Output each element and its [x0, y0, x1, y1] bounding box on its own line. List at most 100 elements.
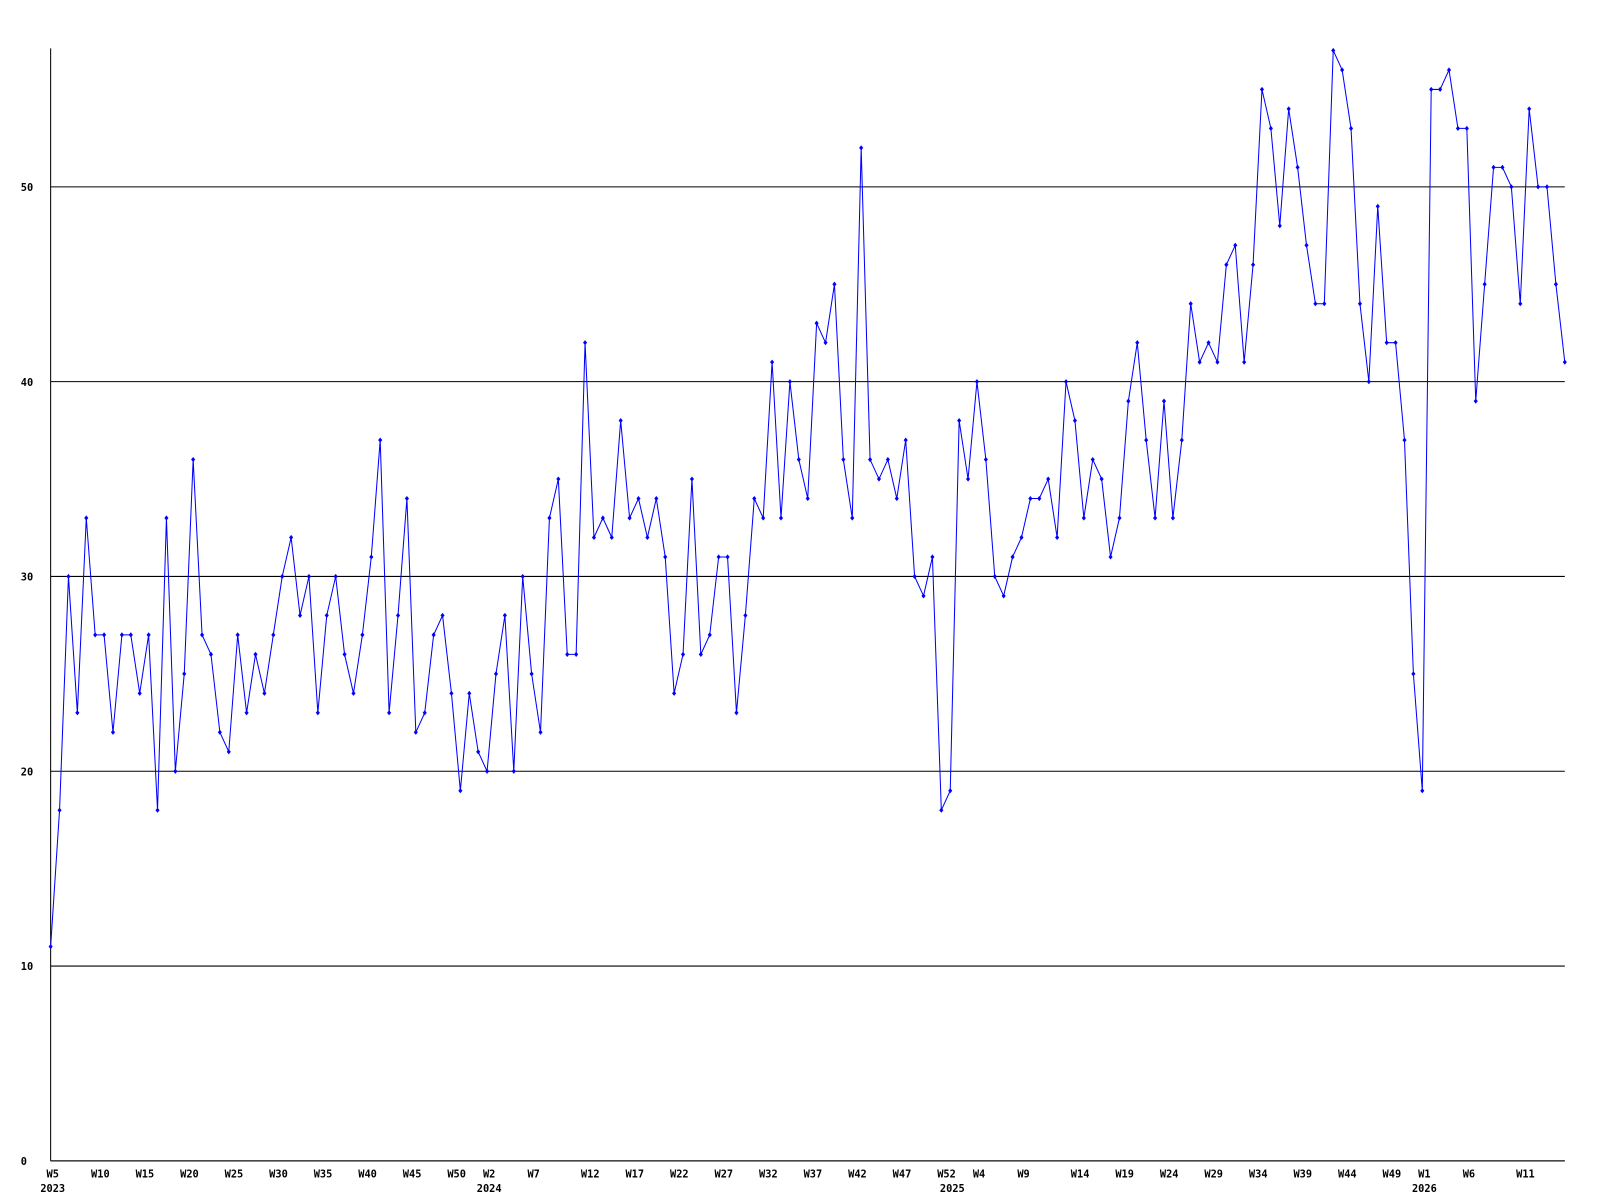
point — [431, 632, 436, 638]
point — [743, 612, 748, 618]
y-tick-label: 0 — [21, 1156, 27, 1168]
point — [200, 632, 205, 638]
point — [921, 593, 926, 599]
point — [164, 515, 169, 521]
x-tick-label: W49 — [1383, 1168, 1402, 1180]
point — [440, 612, 445, 618]
point — [1063, 379, 1069, 385]
point — [805, 495, 810, 502]
point — [324, 612, 329, 618]
point — [965, 476, 971, 482]
point — [1242, 359, 1247, 365]
x-tick-label: W10 — [91, 1168, 110, 1180]
point — [289, 534, 294, 541]
point — [1536, 184, 1541, 190]
point — [182, 671, 187, 677]
point — [146, 632, 151, 638]
point — [66, 573, 71, 580]
point — [1527, 106, 1532, 112]
point — [698, 651, 703, 657]
point — [778, 515, 784, 521]
x-tick-label: W32 — [759, 1168, 778, 1180]
point — [1251, 262, 1256, 268]
point — [75, 710, 80, 716]
point — [591, 534, 597, 541]
point — [511, 768, 516, 774]
point — [1268, 125, 1273, 131]
point — [1188, 301, 1193, 307]
x-tick-label: W6 — [1463, 1168, 1475, 1180]
point — [1046, 476, 1051, 482]
x-tick-label: W22 — [670, 1168, 689, 1180]
point — [618, 418, 623, 424]
point — [1420, 788, 1425, 794]
point — [493, 671, 499, 677]
point — [1348, 125, 1354, 131]
x-tick-label: W37 — [804, 1168, 823, 1180]
x-tick-label: W7 — [527, 1168, 539, 1180]
point — [458, 788, 463, 794]
x-tick-label: W25 — [225, 1168, 244, 1180]
x-tick-label: W45 — [403, 1168, 422, 1180]
point — [1446, 67, 1452, 73]
point — [1001, 593, 1006, 599]
point — [1438, 86, 1443, 93]
point — [244, 710, 249, 716]
point — [1357, 301, 1363, 307]
point — [110, 729, 116, 735]
point — [422, 710, 427, 716]
point — [1304, 242, 1309, 248]
point — [93, 632, 98, 638]
x-tick-label: W4 — [973, 1168, 985, 1180]
point — [128, 632, 133, 638]
point — [663, 554, 668, 560]
point — [280, 573, 285, 580]
x-tick-label: W50 — [447, 1168, 466, 1180]
x-tick-label: W42 — [848, 1168, 867, 1180]
y-tick-label: 30 — [21, 572, 33, 584]
point — [1224, 262, 1229, 268]
x-tick-label: W29 — [1204, 1168, 1223, 1180]
point — [48, 943, 53, 950]
point — [1366, 379, 1371, 385]
point — [538, 729, 543, 735]
point — [520, 573, 525, 580]
y-tick-label: 20 — [21, 766, 33, 778]
point — [1313, 301, 1318, 307]
point — [1055, 534, 1060, 541]
point — [894, 495, 899, 502]
point — [1215, 359, 1220, 365]
x-tick-label: W11 — [1516, 1168, 1535, 1180]
point — [752, 495, 757, 502]
point — [957, 418, 962, 424]
point — [315, 710, 320, 716]
point — [1117, 515, 1122, 521]
point — [1491, 164, 1496, 170]
point — [770, 359, 775, 365]
point — [1179, 437, 1184, 443]
point — [449, 690, 454, 696]
point — [271, 632, 276, 638]
point — [582, 340, 588, 346]
point — [235, 632, 240, 638]
point — [1144, 437, 1149, 443]
point — [1500, 164, 1505, 170]
point — [1206, 340, 1211, 346]
point — [1509, 184, 1514, 190]
x-tick-label: W35 — [314, 1168, 333, 1180]
point — [974, 379, 980, 385]
x-tick-label: W2 — [483, 1168, 495, 1180]
point — [208, 651, 214, 657]
point — [939, 807, 944, 813]
point — [1411, 671, 1416, 677]
point — [850, 515, 855, 521]
point — [395, 612, 401, 618]
point — [814, 320, 819, 326]
point — [84, 515, 89, 521]
point — [1295, 164, 1300, 170]
point — [1099, 476, 1104, 482]
point — [1126, 398, 1131, 404]
point — [689, 476, 694, 482]
point — [654, 495, 659, 502]
point — [823, 340, 828, 346]
